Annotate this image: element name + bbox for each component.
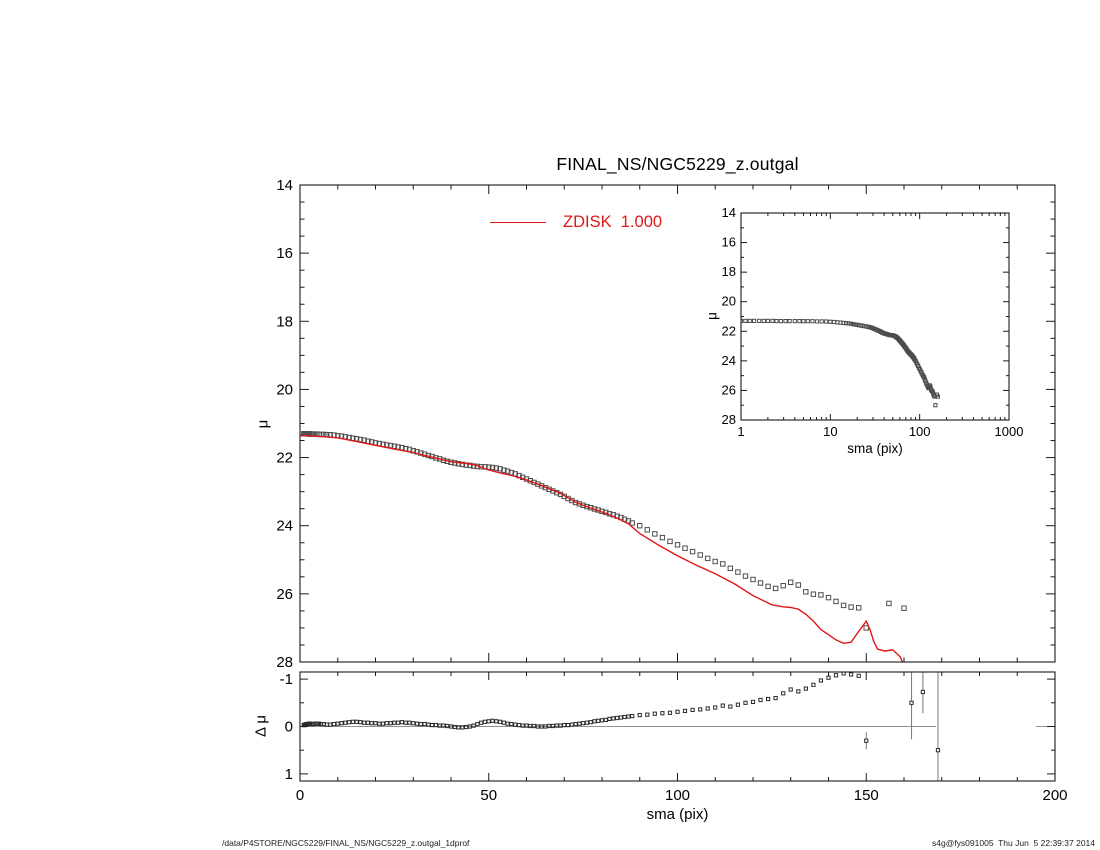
x-tick-label: 200	[1042, 787, 1067, 804]
x-tick-label: 1000	[995, 424, 1024, 439]
residual-y-axis-label: Δ μ	[252, 714, 270, 738]
main-y-axis-label: μ	[254, 419, 272, 429]
error-bar-marker	[935, 748, 941, 753]
legend-line-sample	[490, 221, 546, 223]
inset-y-axis-label: μ	[704, 312, 720, 320]
error-bar-marker	[864, 738, 869, 743]
data-markers-residual	[301, 672, 861, 730]
inset-tick-labels: 1 10 100 1000 14 16 18 20 22 24 26 28	[722, 205, 1024, 439]
x-tick-label: 100	[909, 424, 931, 439]
legend-zdisk: ZDISK 1.000	[490, 212, 662, 232]
x-tick-label: 150	[854, 787, 879, 804]
footer-user-timestamp: s4g@fys091005 Thu Jun 5 22:39:37 2014	[931, 838, 1095, 848]
residual-ticks	[299, 672, 1056, 781]
inset-panel: 1 10 100 1000 14 16 18 20 22 24 26 28	[703, 205, 1023, 439]
y-tick-label: 20	[276, 381, 293, 398]
x-tick-label: 1	[737, 424, 744, 439]
data-markers-main	[301, 431, 907, 631]
y-tick-label: 24	[722, 353, 736, 368]
x-tick-label: 10	[823, 424, 837, 439]
legend-label: ZDISK 1.000	[563, 212, 663, 231]
main-tick-labels: 14 16 18 20 22 24 26 28	[276, 177, 293, 671]
error-bar-marker	[909, 700, 914, 705]
y-tick-label: 18	[722, 264, 736, 279]
main-panel: 14 16 18 20 22 24 26 28	[276, 177, 1056, 671]
inset-ticks	[740, 212, 1010, 421]
bottom-x-axis-label: sma (pix)	[646, 806, 709, 823]
y-tick-label: 22	[276, 450, 293, 467]
y-tick-label: 1	[285, 766, 293, 783]
y-tick-label: -1	[280, 671, 293, 688]
y-tick-label: 26	[276, 586, 293, 603]
residual-tick-labels: 0 50 100 150 200-101	[280, 671, 1068, 804]
footer-file-path: /data/P4STORE/NGC5229/FINAL_NS/NGC5229_z…	[222, 838, 470, 848]
main-ticks	[299, 184, 1056, 663]
y-tick-label: 18	[276, 313, 293, 330]
y-tick-label: 24	[276, 518, 293, 535]
y-tick-label: 14	[722, 205, 736, 220]
y-tick-label: 22	[722, 323, 736, 338]
x-tick-label: 50	[480, 787, 497, 804]
y-tick-label: 20	[722, 294, 736, 309]
data-markers-inset	[741, 318, 940, 408]
error-bar-marker	[920, 689, 925, 695]
y-tick-label: 26	[722, 382, 736, 397]
y-tick-label: 14	[276, 177, 293, 194]
model-line-main	[300, 434, 904, 662]
inset-x-axis-label: sma (pix)	[847, 441, 903, 456]
plot-title: FINAL_NS/NGC5229_z.outgal	[556, 154, 799, 174]
x-tick-label: 0	[296, 787, 304, 804]
y-tick-label: 28	[722, 412, 736, 427]
y-tick-label: 0	[285, 719, 293, 736]
residual-panel: 0 50 100 150 200-101	[280, 671, 1068, 804]
y-tick-label: 16	[722, 235, 736, 250]
y-tick-label: 28	[276, 654, 293, 671]
x-tick-label: 100	[665, 787, 690, 804]
y-tick-label: 16	[276, 245, 293, 262]
